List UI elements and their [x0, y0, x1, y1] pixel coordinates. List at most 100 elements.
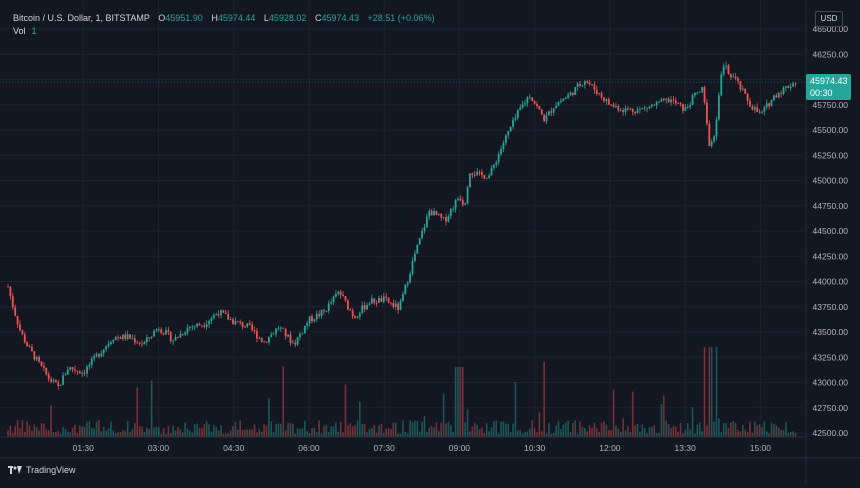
- volume-bar: [318, 420, 320, 437]
- candle-body: [287, 334, 289, 337]
- candle-body: [351, 310, 354, 317]
- volume-bar: [150, 380, 153, 437]
- volume-bar: [636, 423, 639, 437]
- volume-bar: [86, 421, 88, 437]
- last-price-value: 45974.43: [810, 76, 848, 86]
- candle-body: [586, 81, 589, 83]
- y-tick-label: 45000.00: [813, 176, 849, 186]
- volume-bar: [303, 420, 306, 437]
- volume-bar: [490, 427, 493, 437]
- candle-body: [291, 342, 294, 344]
- candle-body: [33, 351, 36, 360]
- x-tick-label: 07:30: [374, 443, 396, 453]
- volume-bar: [320, 433, 323, 437]
- volume-bar: [765, 431, 768, 437]
- candle-body: [476, 171, 479, 176]
- candle-body: [160, 329, 163, 333]
- volume-bar: [114, 433, 117, 437]
- volume-bar: [464, 422, 466, 437]
- volume-bar: [648, 427, 651, 437]
- candle-body: [756, 107, 759, 112]
- candle-body: [753, 107, 756, 110]
- last-price-badge: 45974.43 00:30: [806, 74, 851, 100]
- candle-body: [394, 303, 397, 307]
- candle-body: [174, 337, 177, 341]
- volume-bar: [634, 425, 636, 437]
- volume-bar: [234, 421, 237, 437]
- candle-body: [110, 342, 112, 344]
- candle-body: [186, 327, 189, 333]
- candle-body: [21, 330, 24, 335]
- volume-bar: [775, 425, 778, 437]
- volume-bar: [157, 427, 160, 437]
- volume-bar: [663, 395, 665, 437]
- volume-bar: [57, 430, 60, 437]
- y-tick-label: 43000.00: [813, 378, 849, 388]
- candle-body: [81, 372, 84, 374]
- volume-bar: [371, 428, 373, 437]
- candle-body: [502, 142, 505, 149]
- candle-body: [62, 375, 64, 385]
- volume-bar: [69, 432, 72, 437]
- candle-body: [787, 86, 790, 88]
- volume-bar: [402, 420, 404, 437]
- candle-body: [236, 321, 239, 322]
- volume-bar: [576, 433, 579, 437]
- volume-bar: [505, 423, 507, 437]
- volume-bar: [488, 431, 490, 437]
- candle-body: [294, 342, 297, 345]
- x-tick-label: 13:30: [674, 443, 696, 453]
- candle-body: [454, 199, 457, 209]
- volume-bar: [758, 424, 761, 437]
- volume-bar: [619, 431, 622, 437]
- candle-body: [263, 341, 266, 343]
- volume-bar: [615, 425, 617, 437]
- currency-badge[interactable]: USD: [815, 11, 843, 27]
- candle-body: [59, 384, 62, 386]
- candle-body: [550, 111, 553, 113]
- low-value: 45928.02: [268, 13, 307, 23]
- candle-body: [725, 65, 727, 67]
- volume-bar: [727, 427, 730, 437]
- candle-body: [504, 135, 507, 143]
- volume-bar: [409, 420, 411, 437]
- candle-body: [43, 365, 45, 368]
- candle-body: [598, 93, 601, 94]
- candle-body: [282, 327, 285, 329]
- volume-bar: [531, 420, 533, 437]
- candle-body: [684, 107, 687, 111]
- volume-legend: Vol 1: [13, 26, 37, 36]
- volume-bar: [232, 426, 234, 437]
- volume-bar: [21, 420, 24, 437]
- y-tick-label: 44000.00: [813, 277, 849, 287]
- volume-bar: [153, 427, 155, 437]
- volume-bar: [703, 347, 706, 437]
- volume-bar: [428, 427, 431, 437]
- candle-body: [627, 108, 629, 110]
- volume-bar: [100, 431, 103, 437]
- candle-body: [516, 110, 519, 118]
- volume-bar: [686, 423, 689, 437]
- volume-bar: [196, 423, 198, 437]
- candle-body: [251, 324, 254, 330]
- volume-bar: [416, 420, 419, 437]
- volume-bar: [277, 423, 280, 437]
- volume-bar: [481, 427, 483, 437]
- volume-bar: [205, 420, 208, 437]
- candle-body: [129, 334, 131, 339]
- candle-body: [469, 173, 471, 188]
- tradingview-logo[interactable]: TradingView: [8, 465, 76, 475]
- candle-body: [335, 293, 337, 297]
- candle-body: [708, 123, 711, 146]
- volume-bar: [524, 432, 526, 437]
- candle-body: [296, 337, 299, 345]
- candle-body: [313, 319, 316, 321]
- candle-body: [368, 303, 371, 305]
- close-label: C: [314, 13, 322, 23]
- candle-body: [411, 260, 414, 274]
- candle-body: [715, 119, 718, 137]
- volume-bar: [756, 425, 758, 437]
- x-tick-label: 12:00: [599, 443, 621, 453]
